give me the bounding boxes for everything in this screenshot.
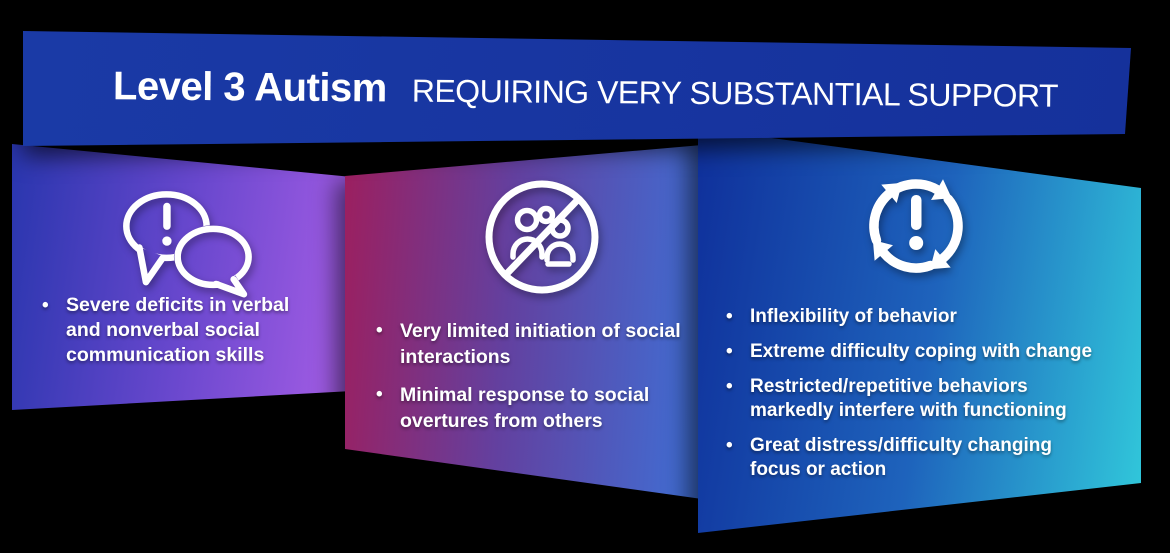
bullet-text: markedly interfere with functioning (750, 400, 1067, 421)
bullet-dot: • (726, 341, 733, 362)
header-text: Level 3 Autism REQUIRING VERY SUBSTANTIA… (113, 64, 1058, 116)
bullet-text: Minimal response to social (400, 384, 650, 406)
list-item: • Great distress/difficulty changing foc… (726, 434, 1092, 482)
page-title: Level 3 Autism (112, 64, 388, 111)
bullet-dot: • (726, 376, 733, 397)
social-communication-bullet-list: • Severe deficits in verbal and nonverba… (42, 293, 289, 368)
list-item: • Extreme difficulty coping with change (726, 340, 1092, 364)
page-subtitle: REQUIRING VERY SUBSTANTIAL SUPPORT (411, 72, 1059, 114)
bullet-text: Severe deficits in verbal (66, 294, 290, 316)
bullet-text: focus or action (750, 459, 887, 480)
bullet-text: Very limited initiation of social (400, 320, 681, 342)
list-item: • Minimal response to social overtures f… (376, 382, 681, 434)
bullet-text: Restricted/repetitive behaviors (750, 376, 1028, 397)
bullet-dot: • (376, 384, 383, 405)
bullet-text: Extreme difficulty coping with change (750, 341, 1093, 362)
social-interaction-bullet-list: • Very limited initiation of social inte… (376, 318, 681, 434)
bullet-dot: • (376, 320, 383, 341)
bullet-dot: • (42, 295, 49, 316)
bullet-dot: • (726, 435, 733, 456)
speech-bubbles-exclamation-icon (117, 183, 257, 305)
panel-social-interaction (345, 145, 702, 500)
cycle-arrows-exclamation-icon (856, 166, 976, 291)
bullet-text: interactions (400, 346, 511, 368)
bullet-text: and nonverbal social (66, 319, 260, 341)
list-item: • Very limited initiation of social inte… (376, 318, 681, 370)
bullet-text: Inflexibility of behavior (750, 306, 957, 327)
behavior-bullet-list: • Inflexibility of behavior • Extreme di… (726, 305, 1092, 482)
panel-social-communication (12, 144, 352, 411)
no-social-interaction-icon (482, 177, 602, 302)
list-item: • Restricted/repetitive behaviors marked… (726, 375, 1092, 423)
panel-behavior (698, 128, 1141, 533)
bullet-text: communication skills (66, 344, 265, 366)
bullet-text: overtures from others (400, 410, 603, 432)
bullet-dot: • (726, 306, 733, 327)
header-banner: Level 3 Autism REQUIRING VERY SUBSTANTIA… (23, 31, 1131, 146)
bullet-text: Great distress/difficulty changing (750, 435, 1052, 456)
list-item: • Severe deficits in verbal and nonverba… (42, 293, 289, 368)
list-item: • Inflexibility of behavior (726, 305, 1092, 329)
